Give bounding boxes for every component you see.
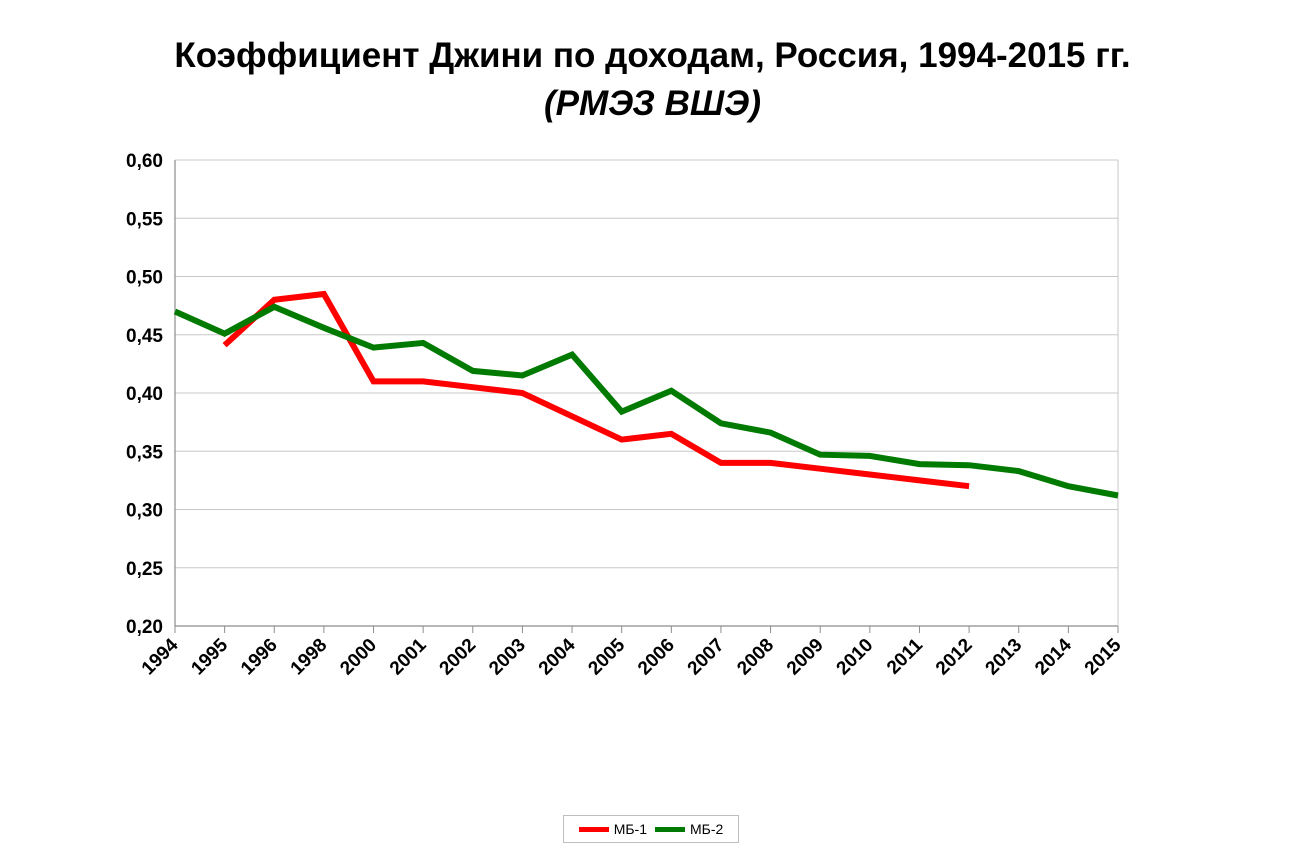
y-tick-label: 0,25: [126, 559, 163, 580]
x-tick-label: 1994: [138, 634, 183, 679]
x-tick-label: 2007: [684, 635, 729, 680]
x-tick-label: 2010: [833, 635, 878, 680]
x-tick-label: 2012: [932, 635, 977, 680]
x-tick-label: 2006: [634, 635, 679, 680]
gridlines: [175, 159, 1118, 569]
series-lines: [173, 290, 1119, 499]
y-tick-label: 0,40: [126, 384, 163, 405]
x-tick-label: 2011: [883, 634, 927, 678]
y-tick-label: 0,55: [126, 209, 163, 230]
legend-swatch-mb1: [578, 826, 609, 832]
x-tick-label: 2013: [982, 635, 1027, 680]
x-tick-label: 2004: [535, 634, 580, 679]
x-tick-label: 2003: [485, 635, 530, 680]
x-tick-label: 2014: [1031, 634, 1076, 679]
x-tick-label: 1995: [187, 634, 232, 679]
y-tick-label: 0,50: [126, 268, 163, 289]
legend-item-mb1: МБ-1: [578, 821, 647, 837]
y-axis-tick-labels: 0,20 0,25 0,30 0,35 0,40 0,45 0,50 0,55 0,60: [126, 151, 163, 638]
x-tick-label: 2015: [1081, 634, 1126, 679]
x-tick-label: 1996: [237, 635, 282, 680]
axes: [174, 160, 1119, 633]
x-axis-tick-labels: 1994 1995 1996 1998 2000 2001 2002 2003 2004 2005…: [138, 634, 1126, 679]
legend-item-mb2: МБ-2: [655, 821, 723, 837]
legend: МБ-1 МБ-2: [563, 815, 739, 843]
y-tick-label: 0,60: [126, 151, 163, 172]
legend-swatch-mb2: [655, 826, 685, 832]
x-tick-label: 2002: [436, 635, 481, 680]
y-tick-label: 0,45: [126, 326, 163, 347]
legend-label-mb1: МБ-1: [613, 821, 647, 837]
x-tick-label: 2009: [783, 635, 828, 680]
y-tick-label: 0,20: [126, 617, 163, 638]
legend-label-mb2: МБ-2: [690, 821, 724, 837]
x-tick-label: 2001: [386, 634, 431, 679]
y-tick-label: 0,35: [126, 442, 163, 463]
chart-subtitle: (РМЭЗ ВШЭ): [543, 84, 761, 123]
x-tick-label: 2008: [733, 635, 778, 680]
series-line-mb2: [173, 303, 1119, 499]
chart-title: Коэффициент Джини по доходам, Россия, 19…: [174, 36, 1131, 75]
x-tick-label: 2005: [584, 634, 629, 679]
y-tick-label: 0,30: [126, 501, 163, 522]
x-tick-label: 1998: [287, 635, 332, 680]
x-tick-label: 2000: [336, 635, 381, 680]
